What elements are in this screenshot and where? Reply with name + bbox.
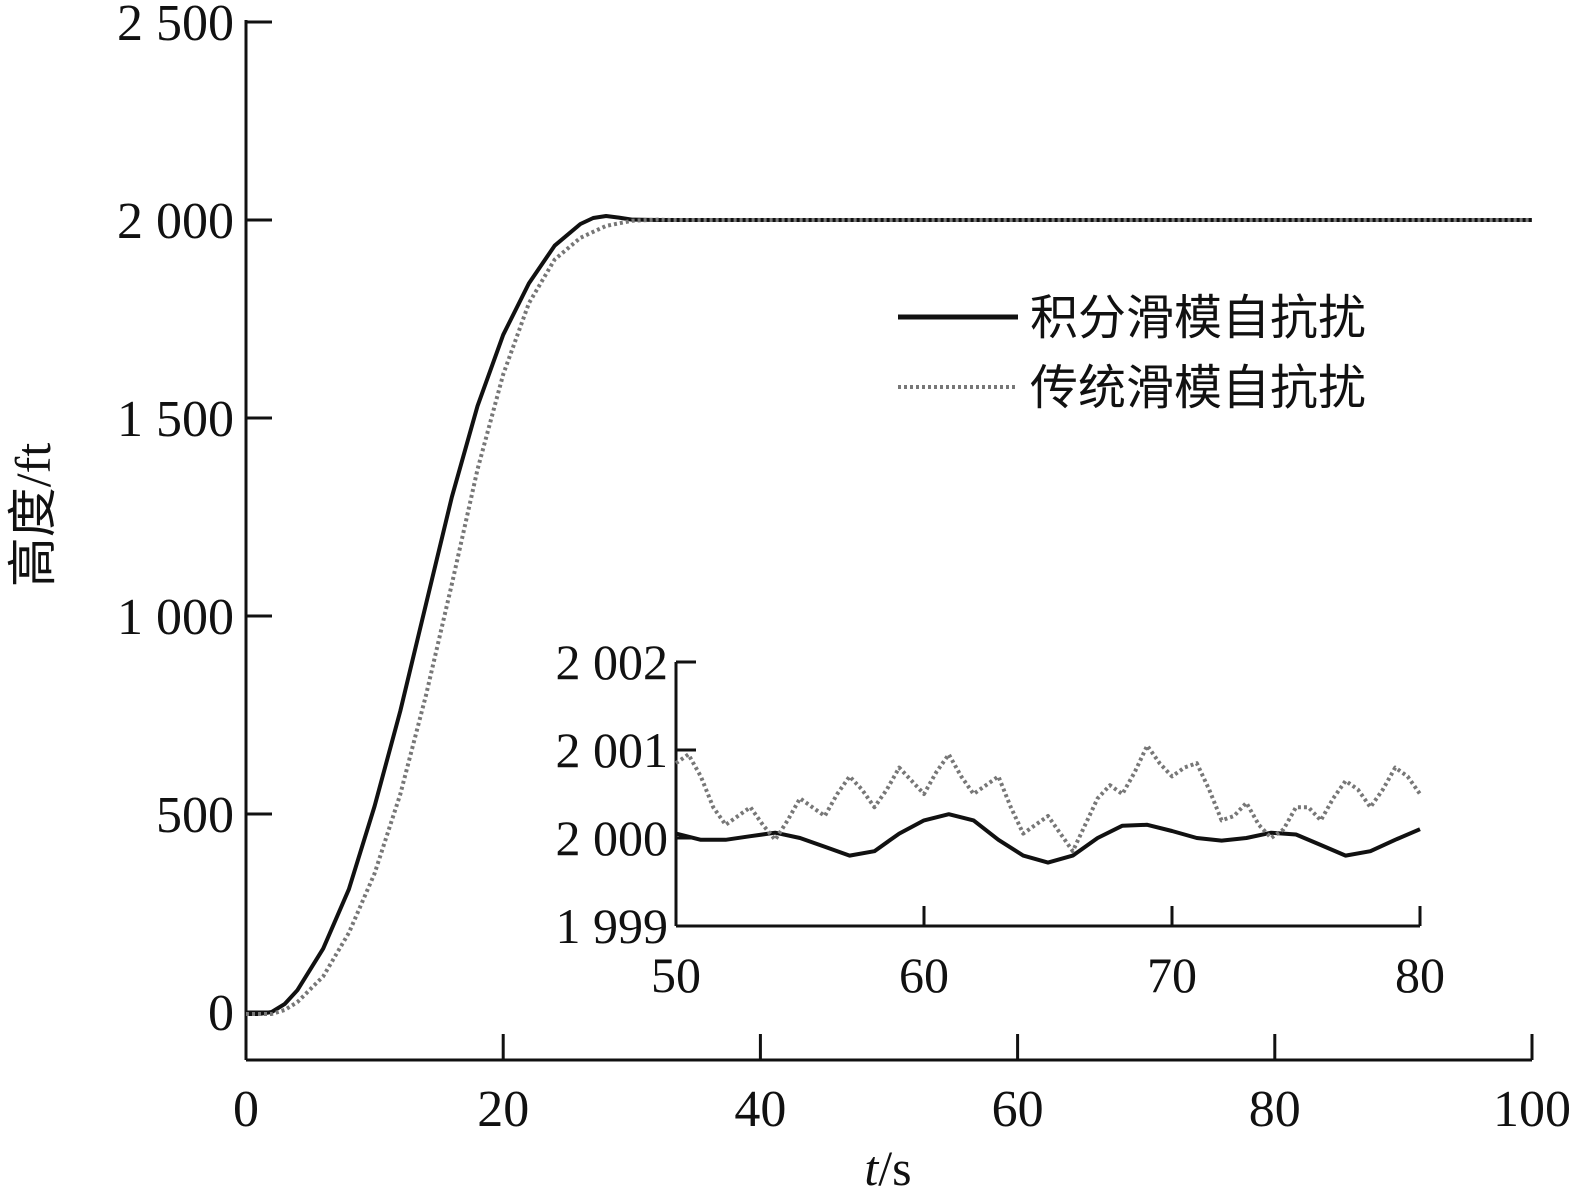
y-tick-label: 1 000 bbox=[117, 589, 234, 646]
main-plot: 0 500 1 000 1 500 2 000 2 500 0 20 40 60 80 100 bbox=[117, 0, 1571, 1138]
inset-y-tick-label: 2 000 bbox=[556, 810, 669, 866]
y-tick-label: 2 500 bbox=[117, 0, 234, 52]
x-tick-label: 80 bbox=[1249, 1081, 1301, 1138]
inset-y-tick-label: 2 002 bbox=[556, 634, 669, 690]
inset-plot: 1 999 2 000 2 001 2 002 50 60 70 80 bbox=[556, 634, 1446, 1003]
legend-label: 积分滑模自抗扰 bbox=[1030, 292, 1366, 345]
x-tick-label: 60 bbox=[992, 1081, 1044, 1138]
y-tick-label: 1 500 bbox=[117, 391, 234, 448]
inset-y-tick-label: 2 001 bbox=[556, 722, 669, 778]
x-tick-label: 100 bbox=[1493, 1081, 1571, 1138]
y-tick-label: 2 000 bbox=[117, 193, 234, 250]
inset-series-line-integral-smc bbox=[675, 812, 1421, 865]
x-axis-title-italic: t bbox=[864, 1140, 879, 1196]
y-tick-label: 500 bbox=[156, 787, 234, 844]
legend-label: 传统滑模自抗扰 bbox=[1030, 362, 1366, 415]
y-axis-title: 高度/ft bbox=[5, 443, 61, 588]
x-tick-label: 20 bbox=[477, 1081, 529, 1138]
inset-series-line-traditional-smc bbox=[674, 743, 1422, 854]
x-tick-label: 0 bbox=[233, 1081, 259, 1138]
series-line-traditional-smc bbox=[246, 217, 1532, 1016]
y-tick-label: 0 bbox=[208, 985, 234, 1042]
inset-x-tick-label: 60 bbox=[899, 947, 949, 1003]
x-tick-label: 40 bbox=[734, 1081, 786, 1138]
inset-x-tick-label: 70 bbox=[1147, 947, 1197, 1003]
x-axis-title-unit: /s bbox=[878, 1140, 911, 1196]
inset-x-tick-label: 50 bbox=[651, 947, 701, 1003]
inset-x-tick-label: 80 bbox=[1395, 947, 1445, 1003]
x-axis-title: t/s bbox=[864, 1140, 911, 1196]
inset-y-tick-label: 1 999 bbox=[556, 898, 669, 954]
